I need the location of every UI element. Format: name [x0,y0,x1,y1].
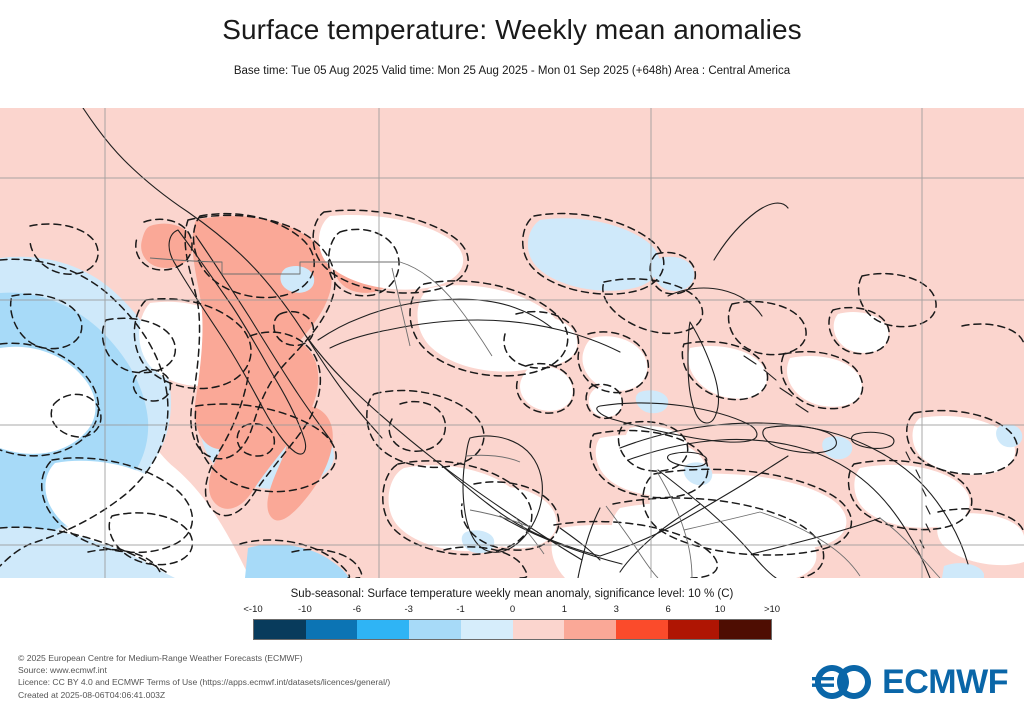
footer-licence: Licence: CC BY 4.0 and ECMWF Terms of Us… [18,677,391,688]
colorbar-segment [719,620,772,639]
ecmwf-wordmark: ECMWF [882,663,1008,701]
colorbar-segment [667,620,720,639]
colorbar-segment [512,620,565,639]
page-subtitle: Base time: Tue 05 Aug 2025 Valid time: M… [233,65,791,77]
colorbar-tick-label: 0 [509,604,516,615]
colorbar-tick-labels: <-10 -10 -6 -3 -1 0 1 3 6 10 >10 [243,604,780,618]
anomaly-map [0,108,1024,578]
colorbar-segment [357,620,410,639]
colorbar-tick-label: 3 [613,604,619,615]
colorbar-segment [409,620,461,639]
ecmwf-logo-icon [812,665,872,699]
colorbar-tick-label: 1 [561,604,568,615]
colorbar-tick-label: 6 [665,604,671,615]
colorbar-segment [615,620,668,639]
colorbar-segment [254,620,306,639]
footer-source: Source: www.ecmwf.int [18,665,107,676]
colorbar-segment [564,620,616,639]
ecmwf-logo: ECMWF [812,662,1008,702]
colorbar: <-10 -10 -6 -3 -1 0 1 3 6 10 >10 [243,604,780,640]
colorbar-segment [460,620,513,639]
footer-credits: © 2025 European Centre for Medium-Range … [18,652,658,701]
colorbar-tick-label: 10 [714,604,726,615]
significance-contours [0,209,1024,578]
colorbar-tick-label: -3 [404,604,413,615]
colorbar-title: Sub-seasonal: Surface temperature weekly… [290,588,734,600]
page-title: Surface temperature: Weekly mean anomali… [222,14,802,45]
colorbar-tick-label: -10 [298,604,312,615]
footer-created-at: Created at 2025-08-06T04:06:41.003Z [18,689,166,700]
colorbar-tick-label: <-10 [243,604,263,615]
graticule-layer [0,108,1024,578]
footer-copyright: © 2025 European Centre for Medium-Range … [18,653,303,663]
colorbar-swatches [253,619,772,640]
colorbar-tick-label: -1 [456,604,465,615]
colorbar-tick-label: >10 [763,604,781,615]
colorbar-segment [305,620,358,639]
map-canvas [0,108,1024,578]
colorbar-tick-label: -6 [352,604,362,615]
